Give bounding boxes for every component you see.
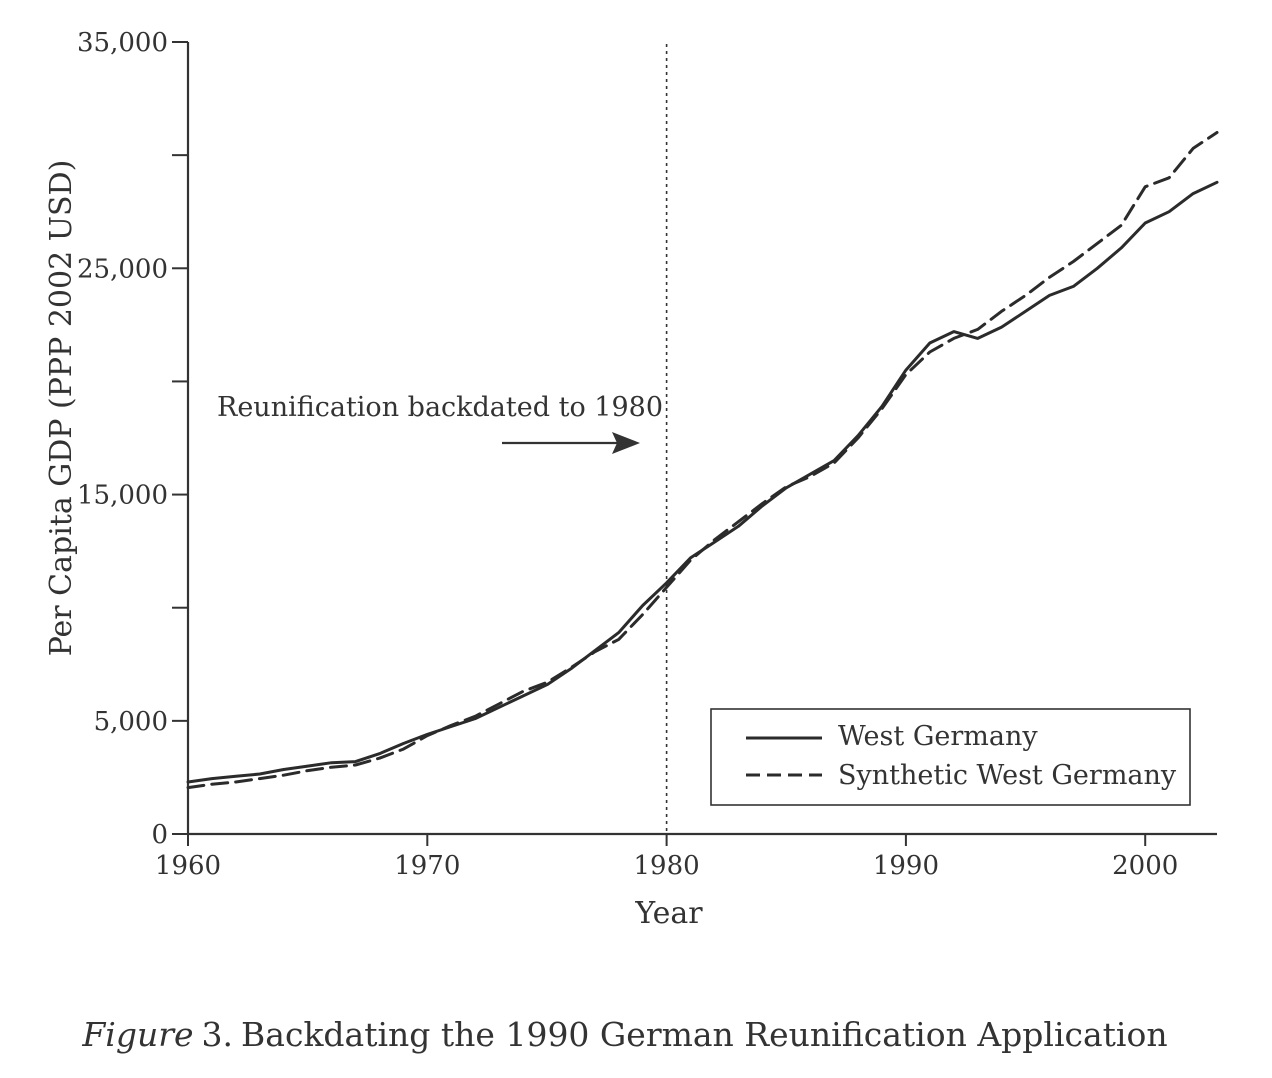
legend-label-synthetic-west-germany: Synthetic West Germany [838, 760, 1177, 791]
y-tick-label: 25,000 [77, 254, 168, 284]
x-ticks: 1960 1970 1980 1990 2000 [155, 834, 1178, 881]
legend-label-west-germany: West Germany [838, 721, 1038, 752]
y-tick-label: 0 [151, 820, 168, 850]
caption-label: Figure [81, 1015, 193, 1054]
x-tick-label: 1980 [634, 851, 700, 881]
series-line-west-germany [186, 180, 1219, 784]
series-line-synthetic-west-germany [186, 131, 1219, 790]
x-axis-title: Year [634, 896, 703, 931]
caption-number: 3. [202, 1015, 234, 1054]
axes [186, 42, 1217, 836]
annotation-label: Reunification backdated to 1980 [217, 392, 663, 423]
x-tick-label: 1960 [155, 851, 221, 881]
caption-text: Backdating the 1990 German Reunification… [241, 1015, 1168, 1054]
figure-caption: Figure 3. Backdating the 1990 German Reuni… [81, 1015, 1167, 1054]
y-ticks: 0 5,000 15,000 25,000 35,000 [77, 28, 188, 850]
y-tick-label: 5,000 [94, 707, 168, 737]
legend-box [710, 708, 1191, 806]
y-axis-title: Per Capita GDP (PPP 2002 USD) [44, 160, 79, 657]
y-tick-label: 15,000 [77, 481, 168, 511]
series-layer [186, 131, 1219, 790]
x-tick-label: 1990 [873, 851, 939, 881]
x-tick-label: 1970 [394, 851, 460, 881]
y-tick-label: 35,000 [77, 28, 168, 58]
legend: West Germany Synthetic West Germany [710, 708, 1191, 806]
x-tick-label: 2000 [1112, 851, 1178, 881]
annotation-arrow [502, 432, 640, 454]
